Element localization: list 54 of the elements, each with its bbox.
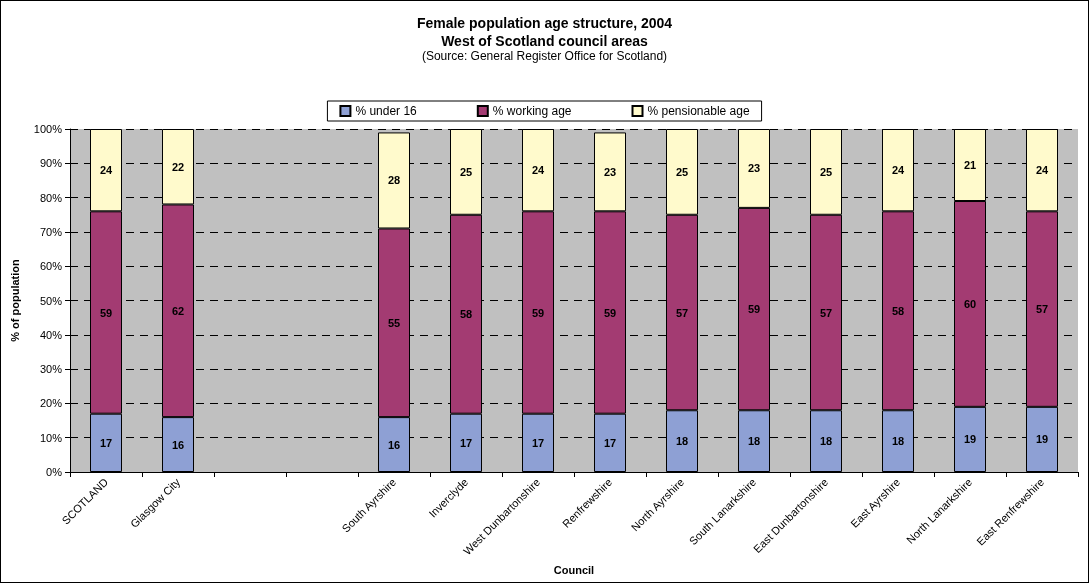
data-label: 58 bbox=[891, 304, 905, 317]
data-label: 18 bbox=[819, 435, 833, 448]
data-label: 18 bbox=[891, 435, 905, 448]
data-label: 17 bbox=[603, 436, 617, 449]
data-label: 19 bbox=[1035, 433, 1049, 446]
data-label: 59 bbox=[747, 303, 761, 316]
data-label: 57 bbox=[1035, 303, 1049, 316]
y-tick-label: 70% bbox=[39, 225, 63, 238]
y-tick-label: 0% bbox=[46, 466, 63, 478]
y-tick-label: 50% bbox=[39, 294, 63, 307]
data-label: 25 bbox=[459, 165, 473, 178]
y-tick-label: 30% bbox=[39, 363, 63, 376]
data-label: 24 bbox=[1035, 164, 1049, 177]
x-axis-title: Council bbox=[553, 563, 595, 576]
data-label: 57 bbox=[819, 306, 833, 319]
data-label: 28 bbox=[387, 174, 401, 187]
data-label: 59 bbox=[531, 306, 545, 319]
y-tick-label: 80% bbox=[39, 191, 63, 204]
data-label: 18 bbox=[675, 435, 689, 448]
data-label: 24 bbox=[531, 164, 545, 177]
data-label: 58 bbox=[459, 308, 473, 321]
legend-label: % pensionable age bbox=[647, 104, 750, 118]
data-label: 59 bbox=[603, 306, 617, 319]
data-label: 60 bbox=[963, 297, 977, 310]
y-axis-title: % of population bbox=[8, 258, 21, 342]
chart-subtitle: (Source: General Register Office for Scotland) bbox=[421, 49, 668, 63]
data-label: 59 bbox=[99, 306, 113, 319]
data-label: 57 bbox=[675, 306, 689, 319]
y-tick-label: 10% bbox=[39, 431, 63, 444]
data-label: 25 bbox=[675, 165, 689, 178]
data-label: 17 bbox=[459, 436, 473, 449]
data-label: 17 bbox=[99, 436, 113, 449]
data-label: 24 bbox=[891, 164, 905, 177]
legend-label: % working age bbox=[492, 104, 572, 118]
data-label: 21 bbox=[963, 159, 977, 172]
data-label: 23 bbox=[603, 165, 617, 178]
data-label: 19 bbox=[963, 433, 977, 446]
data-label: 22 bbox=[171, 160, 185, 173]
y-tick-label: 90% bbox=[39, 157, 63, 170]
y-tick-label: 60% bbox=[39, 260, 63, 273]
data-label: 24 bbox=[99, 164, 113, 177]
data-label: 16 bbox=[387, 438, 401, 451]
data-label: 55 bbox=[387, 316, 401, 329]
data-label: 25 bbox=[819, 165, 833, 178]
y-tick-label: 100% bbox=[33, 123, 63, 135]
data-label: 18 bbox=[747, 435, 761, 448]
data-label: 23 bbox=[747, 162, 761, 175]
y-tick-label: 20% bbox=[39, 397, 63, 410]
legend-label: % under 16 bbox=[355, 104, 418, 118]
data-label: 17 bbox=[531, 436, 545, 449]
y-tick-label: 40% bbox=[39, 328, 63, 341]
data-label: 62 bbox=[171, 304, 185, 317]
chart-title: Female population age structure, 2004 West of Scotland council areas bbox=[416, 15, 673, 49]
data-label: 16 bbox=[171, 438, 185, 451]
